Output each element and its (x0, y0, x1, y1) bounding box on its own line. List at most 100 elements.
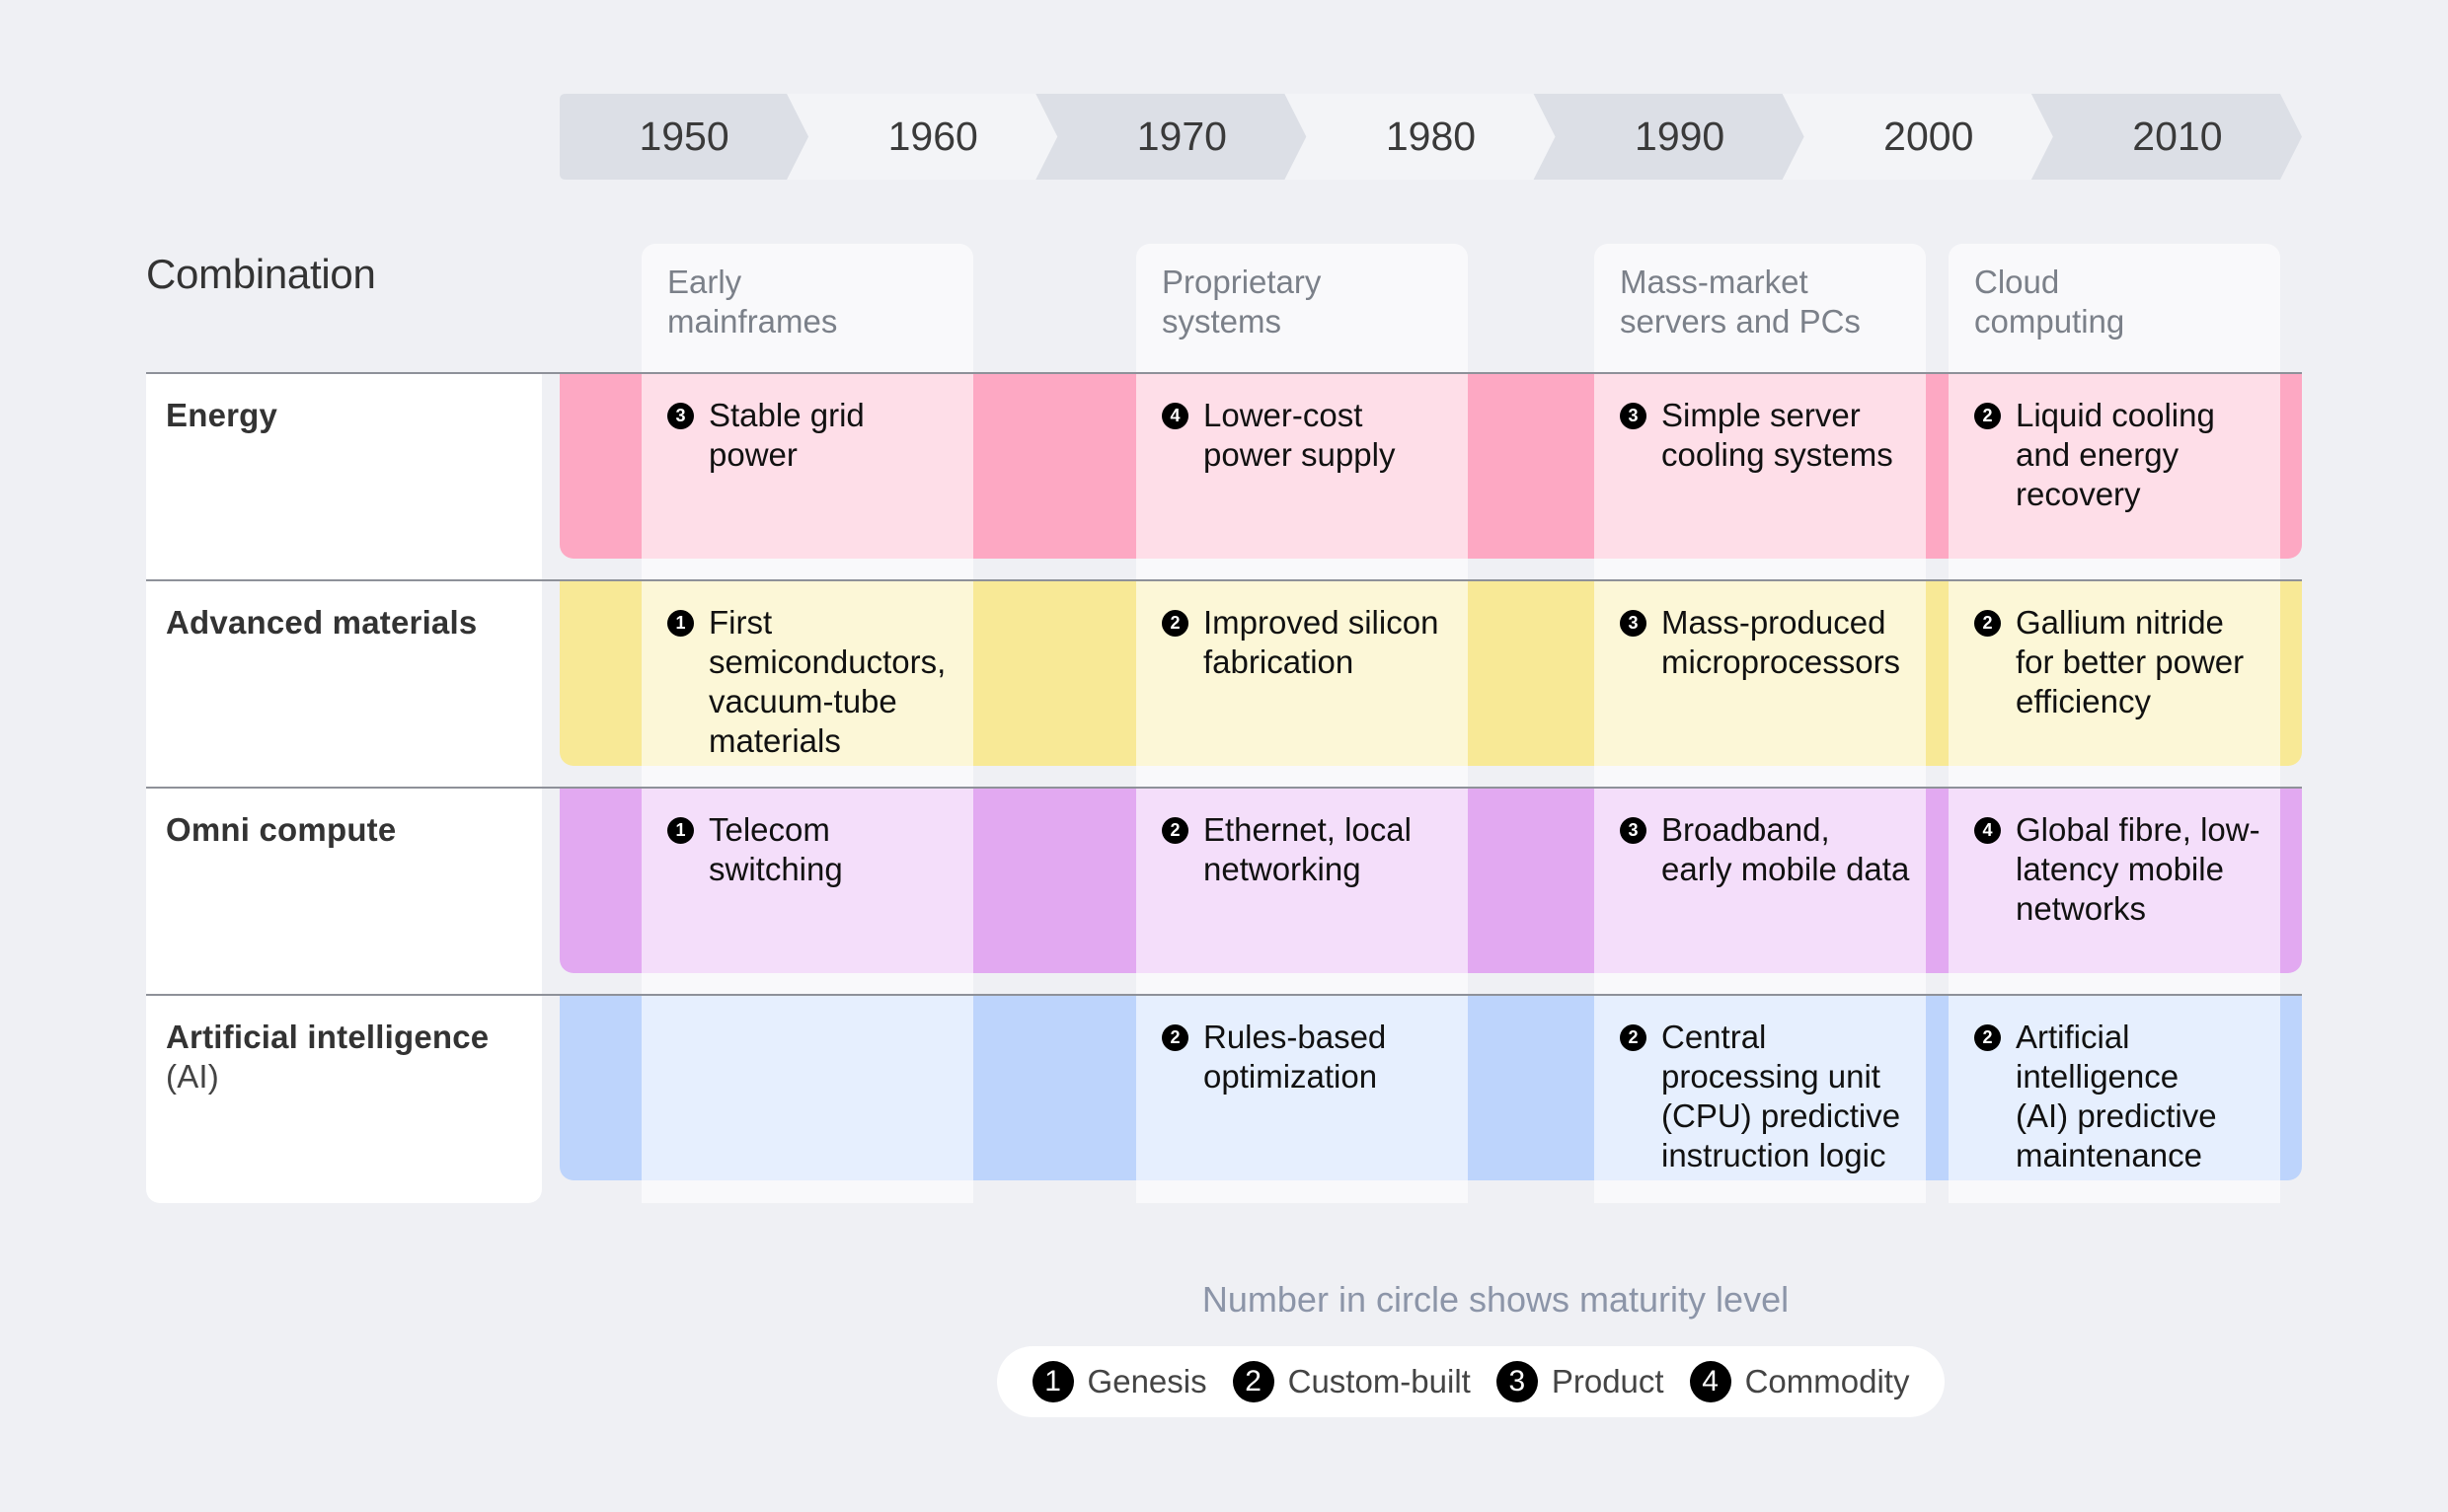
timeline-segment-2010 (2030, 94, 2302, 180)
cell-text-line: intelligence (2016, 1058, 2180, 1095)
cell-entry: 2 Liquid cooling and energy recovery (1974, 396, 2308, 514)
cell-text-line: power (709, 436, 798, 473)
cell-entry: 2 Ethernet, local networking (1162, 810, 1495, 889)
cell-entry: 3 Mass-produced microprocessors (1620, 603, 1953, 682)
timeline: 1950 1960 1970 1980 1990 2000 2010 (560, 94, 2302, 180)
cell-text-line: Gallium nitride (2016, 604, 2224, 641)
cell-text-line: Improved silicon (1203, 604, 1439, 641)
maturity-level-badge: 3 (1620, 403, 1646, 429)
maturity-level-badge: 3 (667, 403, 694, 429)
legend-item: 3 Product (1495, 1361, 1664, 1402)
row-label-text: Energy (166, 397, 278, 433)
cell-entry: 2 Central processing unit (CPU) predictive i… (1620, 1018, 1953, 1175)
cell-entry: 3 Broadband, early mobile data (1620, 810, 1953, 889)
cell-text-line: materials (709, 722, 841, 759)
timeline-year: 1990 (1635, 113, 1725, 159)
maturity-level-badge: 2 (1974, 403, 2001, 429)
maturity-level-badge: 1 (667, 817, 694, 844)
maturity-level-badge: 2 (1974, 610, 2001, 637)
legend-label: Custom-built (1287, 1363, 1471, 1399)
cell-entry: 4 Global fibre, low-latency mobile network… (1974, 810, 2308, 929)
cell-entry: 1 Telecom switching (667, 810, 1001, 889)
legend-item: 1 Genesis (1032, 1361, 1207, 1402)
cell-text-line: power supply (1203, 436, 1396, 473)
maturity-level-badge: 3 (1620, 817, 1646, 844)
era-column-header: Early mainframes (667, 263, 837, 341)
legend-item: 2 Custom-built (1232, 1361, 1471, 1402)
cell-entry: 3 Simple server cooling systems (1620, 396, 1953, 475)
era-header-line: mainframes (667, 303, 838, 340)
cell-text-line: maintenance (2016, 1137, 2202, 1173)
timeline-segment-1990 (1533, 94, 1804, 180)
timeline-year: 1970 (1136, 113, 1227, 159)
maturity-level-badge: 3 (1495, 1361, 1538, 1402)
maturity-level-badge: 2 (1974, 1024, 2001, 1051)
cell-text-line: (CPU) predictive (1661, 1097, 1901, 1134)
row-divider (146, 579, 2302, 581)
era-header-line: Cloud (1974, 264, 2060, 300)
cell-text-line: Artificial (2016, 1019, 2130, 1055)
row-label: Energy (166, 396, 277, 435)
cell-text-line: networking (1203, 851, 1361, 887)
era-header-line: Mass-market (1620, 264, 1808, 300)
era-header-line: systems (1162, 303, 1282, 340)
cell-text-line: latency mobile (2016, 851, 2224, 887)
cell-text-line: Ethernet, local (1203, 811, 1412, 848)
cell-text-line: Mass-produced (1661, 604, 1886, 641)
cell-text-line: Broadband, (1661, 811, 1830, 848)
row-label: Artificial intelligence (AI) (166, 1018, 489, 1096)
row-label-text: Artificial intelligence (166, 1019, 490, 1055)
era-column-header: Cloud computing (1974, 263, 2124, 341)
timeline-segment-1950 (560, 94, 809, 180)
era-column-header: Mass-market servers and PCs (1620, 263, 1861, 341)
cell-text-line: microprocessors (1661, 643, 1901, 680)
cell-text-line: efficiency (2016, 683, 2151, 719)
maturity-level-badge: 1 (667, 610, 694, 637)
cell-text-line: switching (709, 851, 843, 887)
cell-entry: 2 Gallium nitride for better power efficien… (1974, 603, 2308, 721)
row-label-text: Advanced materials (166, 604, 478, 641)
era-header-line: computing (1974, 303, 2125, 340)
row-label-text: Omni compute (166, 811, 397, 848)
cell-entry: 1 First semiconductors, vacuum-tube material… (667, 603, 1001, 761)
cell-entry: 2 Improved silicon fabrication (1162, 603, 1495, 682)
cell-text-line: Global fibre, low- (2016, 811, 2260, 848)
maturity-level-badge: 2 (1620, 1024, 1646, 1051)
row-label: Omni compute (166, 810, 396, 850)
cell-text-line: fabrication (1203, 643, 1354, 680)
maturity-level-badge: 4 (1974, 817, 2001, 844)
cell-text-line: networks (2016, 890, 2147, 927)
cell-text-line: vacuum-tube (709, 683, 897, 719)
cell-text-line: (AI) predictive (2016, 1097, 2217, 1134)
cell-text-line: recovery (2016, 476, 2141, 512)
timeline-chevrons (560, 94, 2302, 180)
cell-entry: 2 Rules-based optimization (1162, 1018, 1495, 1096)
cell-entry: 3 Stable grid power (667, 396, 1001, 475)
row-divider (146, 372, 2302, 374)
legend-title: Number in circle shows maturity level (1201, 1279, 1790, 1320)
row-label-subtext: (AI) (166, 1058, 219, 1095)
timeline-segment-2000 (1782, 94, 2053, 180)
cell-text-line: Rules-based (1203, 1019, 1387, 1055)
cell-text-line: processing unit (1661, 1058, 1880, 1095)
timeline-year: 1950 (639, 113, 729, 159)
legend-label: Genesis (1087, 1363, 1207, 1399)
maturity-level-badge: 1 (1032, 1361, 1074, 1402)
maturity-level-badge: 4 (1689, 1361, 1731, 1402)
timeline-year: 1980 (1385, 113, 1477, 159)
era-header-line: Proprietary (1162, 264, 1322, 300)
cell-text-line: instruction logic (1661, 1137, 1886, 1173)
cell-text-line: cooling systems (1661, 436, 1893, 473)
timeline-year: 2000 (1883, 113, 1974, 159)
maturity-level-badge: 2 (1162, 1024, 1188, 1051)
cell-text-line: optimization (1203, 1058, 1378, 1095)
era-header-line: servers and PCs (1620, 303, 1861, 340)
cell-text-line: Lower-cost (1203, 397, 1363, 433)
cell-text-line: Liquid cooling (2016, 397, 2215, 433)
timeline-year: 1960 (887, 113, 978, 159)
timeline-segment-1970 (1035, 94, 1307, 180)
maturity-level-badge: 2 (1162, 610, 1188, 637)
maturity-level-badge: 2 (1162, 817, 1188, 844)
timeline-segment-1960 (787, 94, 1058, 180)
legend-label: Commodity (1744, 1363, 1910, 1399)
